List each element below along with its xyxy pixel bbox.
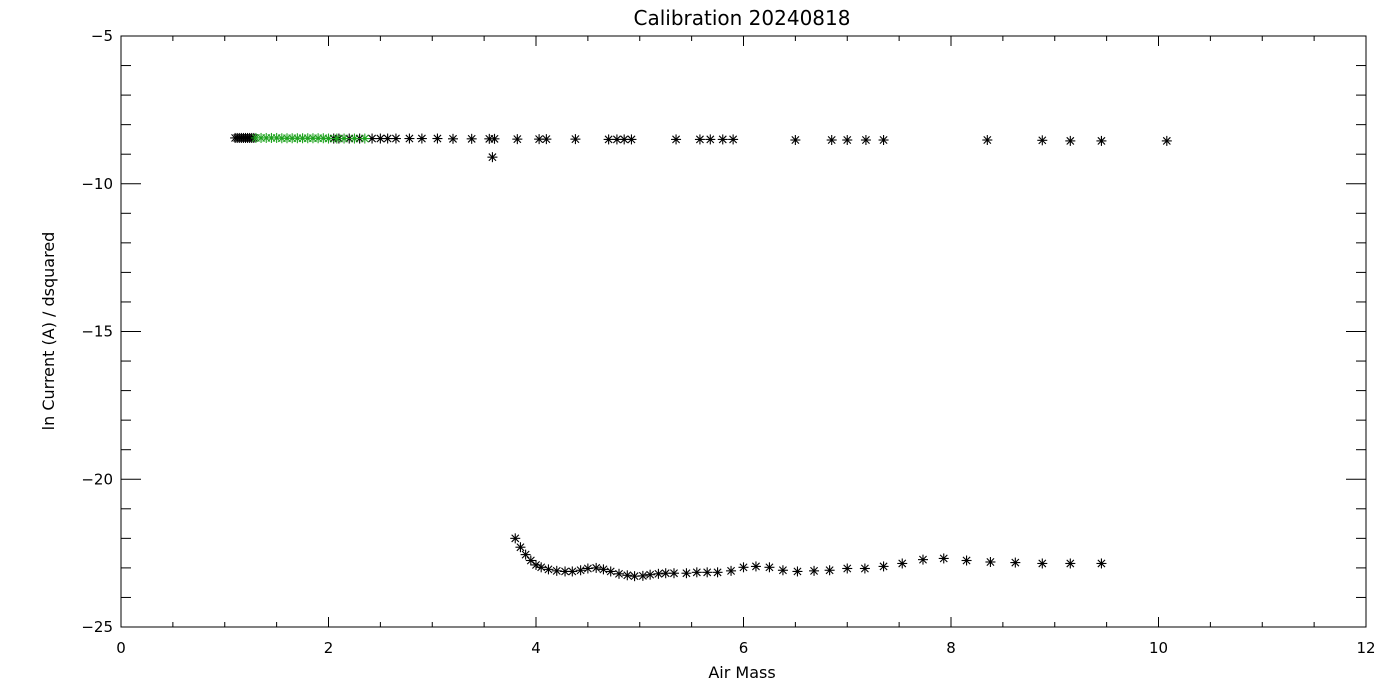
data-point [860,135,871,146]
data-point [897,558,908,569]
data-point [525,555,536,566]
data-point [824,565,835,576]
x-tick-label: 0 [116,639,126,657]
data-point [790,135,801,146]
data-point [448,133,458,144]
data-point [541,134,552,145]
data-point [567,566,578,577]
y-tick-label: −25 [81,618,113,636]
data-point [671,134,682,145]
data-point [637,570,648,581]
data-point [382,133,393,144]
data-point [938,553,949,564]
data-point [487,152,498,163]
data-point [543,564,554,575]
data-point [1096,135,1107,146]
x-tick-label: 8 [946,639,956,657]
data-point [359,133,370,144]
data-point [1065,135,1076,146]
data-point [367,133,378,144]
data-point [961,555,972,566]
chart-title: Calibration 20240818 [634,6,851,30]
data-point [717,134,728,145]
data-point [575,565,586,576]
data-point [859,563,870,574]
y-axis-title: ln Current (A) / dsquared [39,232,58,431]
data-point [489,133,500,144]
data-point [668,568,679,579]
data-point [605,566,616,577]
data-point [809,565,820,576]
data-point [681,568,692,579]
x-axis-title: Air Mass [708,663,775,682]
data-point [1096,558,1107,569]
data-point [653,568,664,579]
data-point [728,134,739,145]
data-point [598,564,609,575]
data-point [1065,558,1076,569]
data-point [645,569,656,580]
data-point [582,563,593,574]
data-point [1037,135,1048,146]
data-point [764,562,775,573]
data-point [1161,135,1172,146]
x-tick-label: 6 [739,639,749,657]
data-point [404,133,415,144]
data-point [982,135,993,146]
data-point [985,556,996,567]
data-point [842,135,853,146]
data-point [712,567,723,578]
data-point [792,566,803,577]
data-point [702,567,713,578]
data-point [917,554,928,565]
data-point [826,135,837,146]
data-point [726,565,737,576]
data-point [705,134,716,145]
data-point [515,542,526,553]
data-point [878,561,889,572]
data-point [390,133,401,144]
data-point [339,133,350,144]
y-tick-label: −5 [91,27,113,45]
data-point [629,571,640,582]
data-point [416,133,427,144]
data-points [230,132,1172,582]
data-point [1010,557,1021,568]
x-tick-label: 4 [531,639,541,657]
data-point [512,134,523,145]
data-point [510,533,521,544]
x-tick-label: 10 [1149,639,1168,657]
data-point [694,134,705,145]
data-point [660,568,671,579]
data-point [536,562,547,573]
y-tick-label: −15 [81,323,113,341]
data-point [878,135,889,146]
data-point [520,549,531,560]
plot-frame [120,35,1367,628]
data-point [738,562,749,573]
y-tick-label: −20 [81,470,113,488]
data-point [614,568,624,579]
x-tick-label: 2 [324,639,334,657]
data-point [626,134,637,145]
x-tick-label: 12 [1356,639,1375,657]
data-point [432,133,443,144]
data-point [603,134,614,145]
y-tick-label: −10 [81,175,113,193]
data-point [842,563,853,574]
data-point [466,133,477,144]
data-point [349,133,360,144]
data-point [1037,558,1048,569]
axis-ticks: 0 2 4 6 8 10 12 −25 −20 −15 −10 −5 [81,27,1375,657]
data-point [622,570,633,581]
data-point [691,567,702,578]
data-point [750,561,761,572]
data-point [570,134,581,145]
data-point [777,565,788,576]
data-point [591,562,602,573]
data-point [551,565,562,576]
